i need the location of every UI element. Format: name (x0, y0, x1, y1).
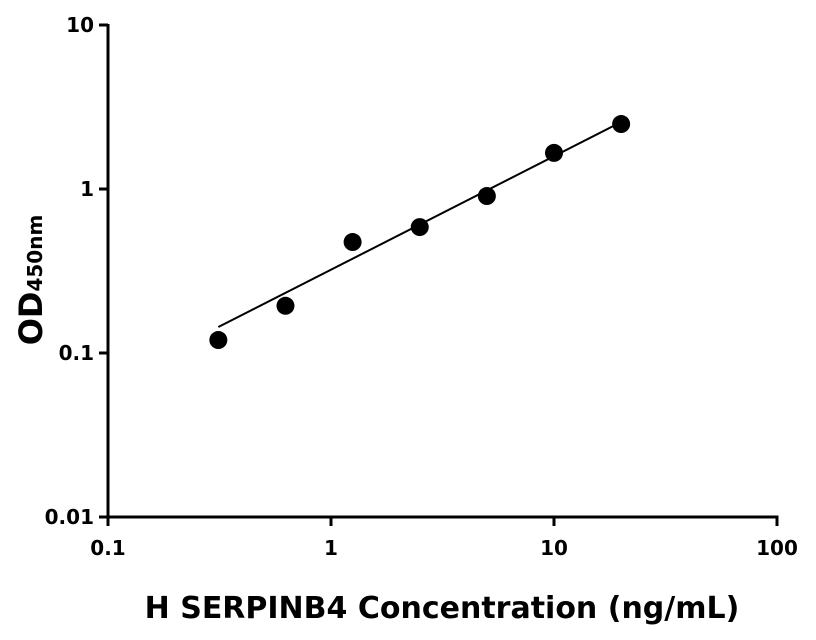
y-axis-label: OD450nm (12, 215, 50, 346)
x-tick-label: 10 (540, 536, 568, 560)
x-tick-label: 100 (756, 536, 798, 560)
x-tick-label: 0.1 (90, 536, 125, 560)
data-point (343, 233, 362, 252)
data-point (477, 187, 496, 206)
data-point (612, 115, 631, 134)
data-point (276, 296, 295, 315)
y-axis-label-subscript: 450nm (23, 215, 47, 292)
data-point (209, 331, 228, 350)
y-tick-label: 10 (66, 13, 94, 37)
x-tick-label: 1 (324, 536, 338, 560)
y-tick-label: 0.01 (45, 505, 94, 529)
y-tick-label: 0.1 (59, 341, 94, 365)
x-axis-label: H SERPINB4 Concentration (ng/mL) (145, 591, 740, 626)
y-tick-label: 1 (80, 177, 94, 201)
fit-line (217, 121, 622, 328)
y-axis-label-main: OD (12, 292, 50, 346)
